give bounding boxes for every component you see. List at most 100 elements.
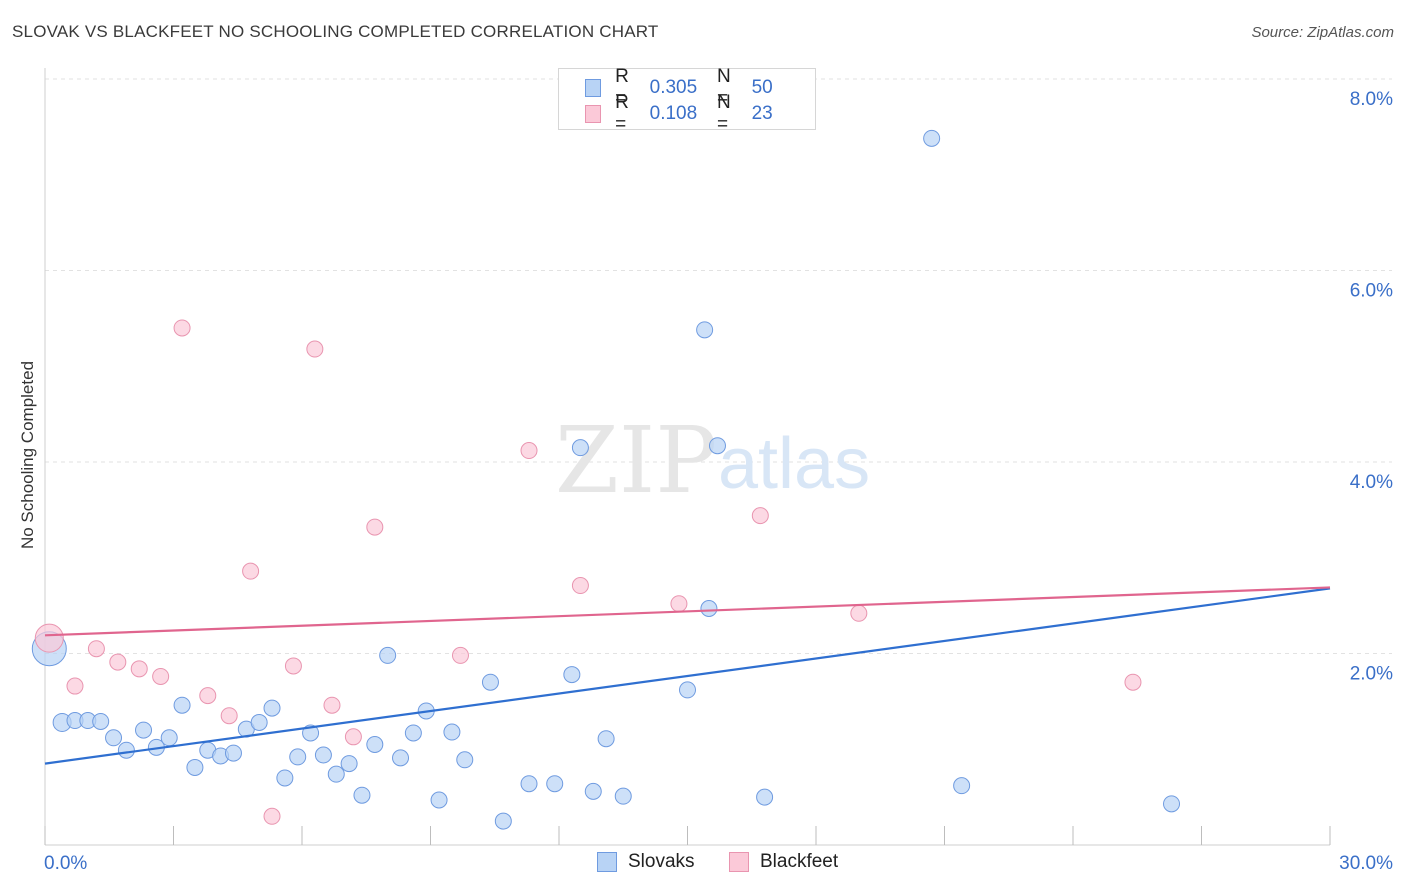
point-slovaks xyxy=(276,769,294,787)
r-label: R = xyxy=(615,66,629,109)
point-slovaks xyxy=(679,681,696,699)
trendline-slovaks xyxy=(44,587,1331,765)
point-slovaks xyxy=(173,696,191,714)
point-slovaks xyxy=(481,673,499,691)
point-blackfeet xyxy=(1124,673,1142,691)
point-slovaks xyxy=(250,713,268,731)
x-tick-label: 30.0% xyxy=(1339,853,1393,874)
point-blackfeet xyxy=(199,687,217,705)
trend-lines xyxy=(44,586,1331,765)
trendline-blackfeet xyxy=(44,586,1331,637)
point-blackfeet xyxy=(451,646,469,664)
point-slovaks xyxy=(700,599,718,617)
point-blackfeet xyxy=(751,507,769,525)
point-slovaks xyxy=(520,775,538,793)
point-blackfeet xyxy=(66,677,84,695)
r-value: 0.305 xyxy=(649,77,698,98)
watermark: ZIP atlas xyxy=(555,407,870,514)
x-tick-label: 0.0% xyxy=(44,853,87,874)
data-points xyxy=(31,129,1181,830)
point-slovaks xyxy=(546,775,564,793)
point-slovaks xyxy=(614,787,632,805)
point-slovaks xyxy=(289,748,307,766)
point-slovaks xyxy=(494,812,512,830)
point-slovaks xyxy=(353,786,371,804)
n-label: N = xyxy=(717,92,731,135)
watermark-zip: ZIP xyxy=(555,407,717,514)
point-blackfeet xyxy=(571,577,589,595)
n-value: 23 xyxy=(751,103,773,124)
n-value: 50 xyxy=(751,77,773,98)
point-slovaks xyxy=(366,735,384,753)
point-blackfeet xyxy=(130,660,148,678)
point-slovaks xyxy=(756,788,774,806)
point-slovaks xyxy=(160,729,178,747)
tick-labels: 2.0% 4.0% 6.0% 8.0% 0.0% 30.0% xyxy=(44,89,1393,874)
point-slovaks xyxy=(105,729,123,747)
legend-row-slovaks: R = 0.305 N = 50 xyxy=(585,66,815,109)
point-blackfeet xyxy=(670,595,688,613)
point-slovaks xyxy=(404,724,422,742)
point-blackfeet xyxy=(306,340,324,358)
point-slovaks xyxy=(584,782,602,800)
r-value: 0.108 xyxy=(649,103,698,124)
point-slovaks xyxy=(571,439,589,457)
point-slovaks xyxy=(340,755,358,773)
legend-row-blackfeet: R = 0.108 N = 23 xyxy=(585,92,815,135)
legend-item-blackfeet[interactable]: Blackfeet xyxy=(729,851,838,873)
watermark-atlas: atlas xyxy=(718,424,870,504)
point-slovaks xyxy=(392,749,410,767)
legend-swatch-slovaks xyxy=(585,79,602,97)
point-slovaks xyxy=(327,765,345,783)
point-blackfeet xyxy=(34,623,64,653)
point-slovaks xyxy=(1163,795,1181,813)
point-slovaks xyxy=(597,730,615,748)
legend-swatch-blackfeet xyxy=(729,852,749,872)
point-slovaks xyxy=(135,721,153,739)
point-slovaks xyxy=(186,758,204,776)
y-tick-label: 2.0% xyxy=(1350,664,1393,685)
legend-label-blackfeet: Blackfeet xyxy=(760,851,839,872)
point-slovaks xyxy=(314,746,332,764)
point-slovaks xyxy=(379,646,397,664)
y-tick-label: 8.0% xyxy=(1350,89,1393,110)
point-slovaks xyxy=(92,712,110,730)
point-blackfeet xyxy=(87,640,105,658)
point-blackfeet xyxy=(850,604,868,622)
point-slovaks xyxy=(563,666,581,684)
point-blackfeet xyxy=(520,442,538,460)
point-blackfeet xyxy=(323,696,341,714)
point-blackfeet xyxy=(220,707,238,725)
point-slovaks xyxy=(443,723,461,741)
point-slovaks xyxy=(696,321,714,339)
legend-label-slovaks: Slovaks xyxy=(628,851,695,872)
y-tick-label: 6.0% xyxy=(1350,281,1393,302)
y-tick-label: 4.0% xyxy=(1350,472,1393,493)
series-legend: Slovaks Blackfeet xyxy=(0,851,1406,877)
legend-swatch-slovaks xyxy=(597,852,617,872)
point-slovaks xyxy=(708,437,726,455)
point-slovaks xyxy=(224,744,242,762)
axes xyxy=(44,68,1331,846)
chart-title: SLOVAK VS BLACKFEET NO SCHOOLING COMPLET… xyxy=(12,22,659,41)
point-blackfeet xyxy=(263,807,281,825)
correlation-legend: R = 0.305 N = 50 R = 0.108 N = 23 xyxy=(558,66,816,135)
point-blackfeet xyxy=(173,319,191,337)
r-label: R = xyxy=(615,92,629,135)
point-blackfeet xyxy=(366,518,384,536)
point-blackfeet xyxy=(344,728,362,746)
source-label: Source: ZipAtlas.com xyxy=(1251,24,1394,41)
point-slovaks xyxy=(953,777,971,795)
point-blackfeet xyxy=(109,653,127,671)
point-blackfeet xyxy=(284,657,302,675)
n-label: N = xyxy=(717,66,731,109)
point-slovaks xyxy=(430,791,448,809)
legend-item-slovaks[interactable]: Slovaks xyxy=(597,851,695,873)
point-slovaks xyxy=(117,741,135,759)
legend-swatch-blackfeet xyxy=(585,105,602,123)
point-slovaks xyxy=(456,751,474,769)
point-slovaks xyxy=(263,699,281,717)
point-blackfeet xyxy=(152,667,170,685)
point-blackfeet xyxy=(242,562,260,580)
